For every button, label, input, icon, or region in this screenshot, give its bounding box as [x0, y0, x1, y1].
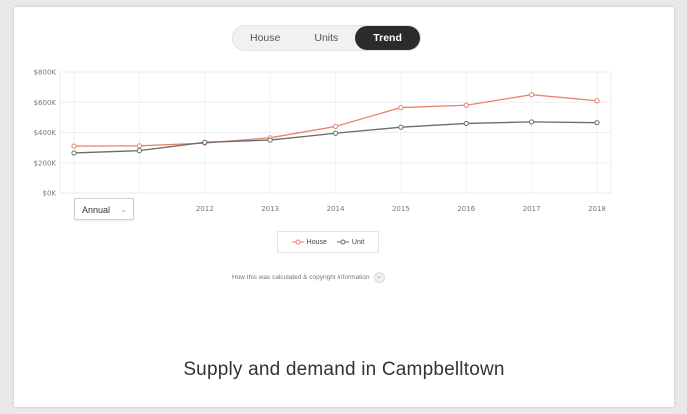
unit-data-point — [267, 137, 273, 143]
unit-data-point — [71, 150, 77, 156]
unit-data-point — [594, 120, 600, 126]
house-data-point — [136, 143, 142, 149]
chevron-down-icon: ⌄ — [120, 205, 127, 214]
house-data-point — [332, 123, 339, 130]
trend-chart: $0K $200K $400K $600K $800K 2012 2013 2014 2015 2… — [34, 69, 612, 213]
x-tick-label: 2018 — [588, 205, 606, 213]
legend-item-unit[interactable]: Unit — [336, 238, 365, 246]
house-data-point — [398, 104, 404, 111]
legend-unit-label: Unit — [351, 238, 365, 246]
house-data-point — [71, 143, 77, 149]
tab-house[interactable]: House — [250, 32, 281, 44]
x-tick-label: 2017 — [523, 205, 541, 213]
tab-units[interactable]: Units — [314, 32, 339, 44]
section-heading: Supply and demand in Campbelltown — [183, 359, 505, 380]
unit-data-point — [202, 139, 208, 145]
tab-trend[interactable]: Trend — [355, 26, 420, 50]
period-select[interactable]: Annual ⌄ — [74, 198, 134, 220]
house-data-point — [463, 102, 469, 108]
y-tick-label: $800K — [34, 69, 57, 77]
house-data-point — [594, 98, 600, 104]
chevron-down-icon[interactable]: ⌄ — [373, 271, 385, 283]
legend-house-label: House — [306, 238, 327, 246]
x-tick-label: 2012 — [196, 205, 214, 213]
y-tick-label: $200K — [34, 159, 57, 167]
unit-data-point — [136, 148, 142, 154]
period-select-value: Annual — [82, 205, 111, 215]
unit-data-point — [529, 119, 535, 125]
unit-data-point — [332, 130, 339, 136]
calculation-info-link[interactable]: How this was calculated & copyright info… — [232, 271, 385, 283]
y-tick-label: $600K — [34, 99, 57, 107]
x-tick-label: 2016 — [457, 205, 475, 213]
x-tick-label: 2013 — [261, 205, 279, 213]
y-tick-label: $0K — [43, 190, 57, 198]
legend-item-house[interactable]: House — [291, 238, 327, 246]
unit-data-point — [398, 124, 404, 130]
property-type-toggle: House Units Trend — [232, 25, 421, 51]
house-data-point — [529, 92, 535, 98]
x-tick-label: 2015 — [392, 205, 410, 213]
chart-legend: House Unit — [277, 231, 379, 253]
unit-line-icon — [336, 239, 349, 245]
unit-data-point — [463, 120, 469, 127]
house-line-icon — [291, 239, 304, 245]
x-tick-label: 2014 — [327, 205, 345, 213]
content-card: House Units Trend $0K $200K $400K $600K $800… — [14, 7, 674, 407]
calculation-info-label: How this was calculated & copyright info… — [232, 273, 370, 281]
y-tick-label: $400K — [34, 129, 57, 137]
